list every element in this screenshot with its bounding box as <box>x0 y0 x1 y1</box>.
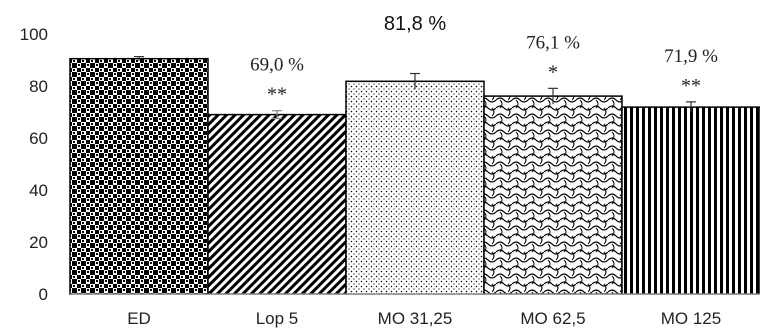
x-tick-label: ED <box>127 309 151 328</box>
y-tick-label: 0 <box>39 285 48 304</box>
y-axis: 0 20 40 60 80 100 <box>20 25 48 304</box>
bar-mo-125 <box>621 106 760 295</box>
y-tick-label: 60 <box>29 129 48 148</box>
x-axis: ED Lop 5 MO 31,25 MO 62,5 MO 125 <box>70 293 760 328</box>
data-label: 81,8 % <box>384 13 446 35</box>
bar-ed <box>69 57 209 295</box>
bar-mo-62-5 <box>483 95 623 295</box>
y-tick-label: 80 <box>29 77 48 96</box>
x-tick-label: MO 31,25 <box>378 309 453 328</box>
x-tick-label: Lop 5 <box>256 309 299 328</box>
annotations-group: 69,0 %81,8 %76,1 %71,9 %***** <box>134 13 718 120</box>
data-label: 71,9 % <box>664 46 718 67</box>
significance-marker: * <box>548 61 558 83</box>
bar-mo-31-25 <box>345 80 485 295</box>
data-label: 69,0 % <box>250 55 304 76</box>
y-tick-label: 40 <box>29 181 48 200</box>
bar-lop-5 <box>207 113 347 295</box>
significance-marker: ** <box>267 84 287 106</box>
data-label: 76,1 % <box>526 32 580 53</box>
bars-group <box>69 57 760 295</box>
y-tick-label: 100 <box>20 25 48 44</box>
x-tick-label: MO 62,5 <box>520 309 585 328</box>
y-tick-label: 20 <box>29 233 48 252</box>
significance-marker: ** <box>681 75 701 97</box>
x-tick-label: MO 125 <box>661 309 721 328</box>
